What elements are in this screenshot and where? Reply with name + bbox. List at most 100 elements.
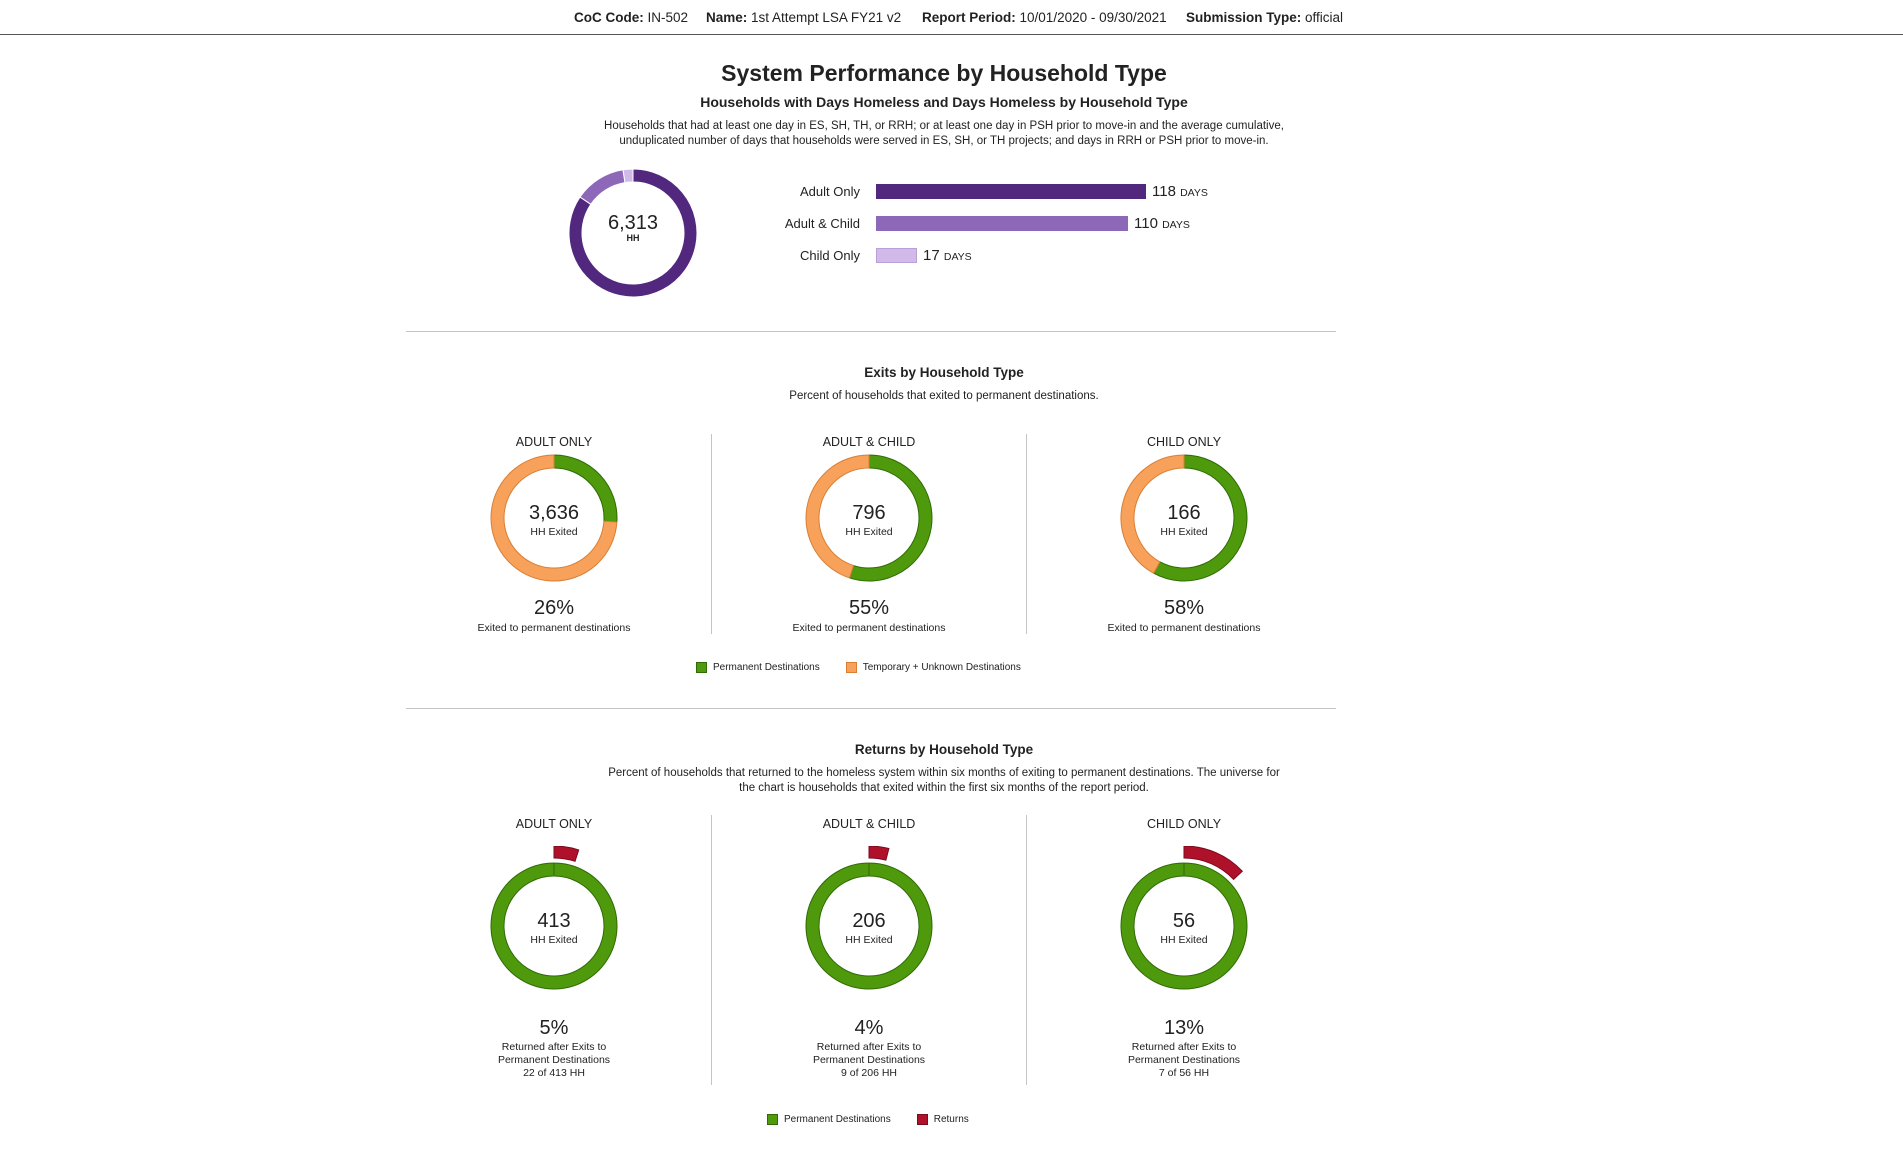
- donut-center-label: HH Exited: [1160, 526, 1208, 538]
- donut-ring-permanent: [1120, 862, 1248, 990]
- returns-caption-line: Returned after Exits to: [1131, 1041, 1237, 1053]
- households-total-unit: HH: [626, 233, 640, 243]
- donut-center-value: 166: [1167, 502, 1201, 524]
- bar-row: Child Only 17 DAYS: [740, 246, 972, 264]
- panel-divider: [711, 434, 712, 634]
- legend-label: Returns: [933, 1114, 969, 1125]
- donut-slice-returns: [868, 846, 890, 861]
- returns-donut: [490, 846, 618, 990]
- donut-center-label: HH Exited: [845, 526, 893, 538]
- percent-caption: Exited to permanent destinations: [792, 622, 946, 634]
- returns-caption-line: 9 of 206 HH: [840, 1067, 898, 1079]
- donut-center-value: 56: [1172, 910, 1196, 932]
- coc-code: CoC Code: IN-502: [574, 10, 689, 25]
- panel-label: ADULT & CHILD: [822, 435, 916, 449]
- bar: [876, 183, 1146, 199]
- donut-slice-temporary: [1120, 454, 1185, 574]
- bar-row: Adult & Child 110 DAYS: [740, 214, 1190, 232]
- exits-donut: [490, 454, 618, 582]
- donut-center-value: 206: [852, 910, 886, 932]
- exits-title: Exits by Household Type: [864, 365, 1024, 380]
- donut-slice-adult-child: [579, 169, 626, 206]
- description-line: unduplicated number of days that househo…: [619, 134, 1269, 147]
- bar-unit: DAYS: [1180, 186, 1208, 199]
- donut-slice-adult-only: [568, 168, 698, 298]
- bar: [876, 247, 917, 263]
- donut-slice-returns: [1183, 846, 1244, 881]
- percent-value: 26%: [533, 597, 575, 619]
- panel-label: ADULT ONLY: [515, 817, 593, 831]
- percent-caption: Exited to permanent destinations: [477, 622, 631, 634]
- bar-value-label: 17 DAYS: [923, 247, 972, 264]
- percent-caption: Exited to permanent destinations: [1107, 622, 1261, 634]
- panel-divider: [711, 815, 712, 1085]
- donut-ring-permanent: [490, 862, 618, 990]
- returns-legend: Permanent Destinations Returns: [767, 1114, 995, 1125]
- panel-label: ADULT ONLY: [515, 435, 593, 449]
- bar-category-label: Adult & Child: [784, 215, 860, 231]
- exits-description: Percent of households that exited to per…: [789, 390, 1099, 402]
- donut-center-value: 413: [537, 910, 571, 932]
- page-title: System Performance by Household Type: [721, 60, 1167, 86]
- bar-unit: DAYS: [1162, 218, 1190, 231]
- households-donut: [568, 168, 698, 298]
- legend-item-temporary: Temporary + Unknown Destinations: [845, 662, 1021, 673]
- bar-category-label: Adult Only: [800, 183, 860, 199]
- percent-value: 55%: [848, 597, 890, 619]
- returns-title: Returns by Household Type: [854, 742, 1034, 757]
- legend-label: Temporary + Unknown Destinations: [862, 662, 1021, 673]
- bar-value: 110: [1134, 214, 1163, 232]
- panel-divider: [1026, 434, 1027, 634]
- days-homeless-description: Households that had at least one day in …: [406, 119, 1482, 148]
- returns-donut: [1120, 846, 1248, 990]
- legend-label: Permanent Destinations: [784, 1114, 891, 1125]
- returns-description: Percent of households that returned to t…: [406, 766, 1482, 795]
- description-line: the chart is households that exited with…: [739, 781, 1149, 794]
- donut-center-label: HH Exited: [845, 934, 893, 946]
- percent-value: 58%: [1163, 597, 1205, 619]
- days-homeless-bars: Adult Only 118 DAYS Adult & Child 110 DAYS C…: [740, 182, 1300, 272]
- section-divider: [406, 331, 1336, 332]
- legend-label: Permanent Destinations: [713, 662, 820, 673]
- bar-value: 118: [1152, 182, 1181, 200]
- donut-center-value: 796: [852, 502, 886, 524]
- legend-swatch: [696, 662, 707, 673]
- report-header: CoC Code: IN-502 Name: 1st Attempt LSA F…: [0, 0, 1903, 35]
- bar-value-label: 118 DAYS: [1152, 183, 1208, 200]
- legend-swatch: [845, 662, 857, 673]
- legend-item-permanent: Permanent Destinations: [696, 662, 820, 673]
- households-total: 6,313 HH: [560, 212, 706, 243]
- returns-caption-line: Returned after Exits to: [501, 1041, 607, 1053]
- panel-label: ADULT & CHILD: [822, 817, 916, 831]
- description-line: Households that had at least one day in …: [604, 120, 1284, 132]
- returns-caption-line: Permanent Destinations: [497, 1054, 611, 1066]
- bar-unit: DAYS: [943, 250, 972, 263]
- bar-value: 17: [923, 246, 944, 264]
- bar-category-label: Child Only: [800, 247, 860, 263]
- panel-label: CHILD ONLY: [1146, 435, 1222, 449]
- days-homeless-title: Households with Days Homeless and Days H…: [700, 94, 1188, 110]
- bar-value-label: 110 DAYS: [1134, 215, 1190, 232]
- donut-ring-permanent: [805, 862, 933, 990]
- donut-slice-temporary: [805, 454, 870, 579]
- donut-slice-temporary: [490, 454, 618, 582]
- panel-divider: [1026, 815, 1027, 1085]
- returns-caption-line: Permanent Destinations: [812, 1054, 926, 1066]
- bar-row: Adult Only 118 DAYS: [740, 182, 1208, 200]
- returns-donut: [805, 846, 933, 990]
- exits-legend: Permanent Destinations Temporary + Unkno…: [696, 662, 1047, 673]
- returns-caption-line: 7 of 56 HH: [1158, 1067, 1210, 1079]
- legend-item-returns: Returns: [916, 1114, 969, 1125]
- submission-type: Submission Type: official: [1186, 10, 1344, 25]
- donut-center-value: 3,636: [528, 502, 580, 524]
- report-period: Report Period: 10/01/2020 - 09/30/2021: [922, 10, 1167, 25]
- donut-slice-returns: [553, 846, 580, 862]
- returns-caption-line: Returned after Exits to: [816, 1041, 922, 1053]
- legend-item-permanent: Permanent Destinations: [767, 1114, 891, 1125]
- section-divider: [406, 708, 1336, 709]
- donut-center-label: HH Exited: [530, 526, 578, 538]
- bar: [876, 215, 1128, 231]
- donut-slice-child-only: [622, 168, 634, 184]
- percent-value: 4%: [854, 1017, 884, 1039]
- percent-value: 13%: [1163, 1017, 1205, 1039]
